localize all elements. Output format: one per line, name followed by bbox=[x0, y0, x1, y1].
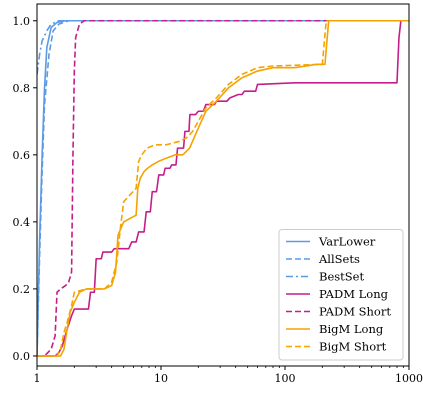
legend-label: PADM Long bbox=[319, 287, 389, 301]
legend-label: BestSet bbox=[319, 270, 364, 284]
legend-box bbox=[278, 229, 404, 361]
y-tick-label: 0.6 bbox=[13, 149, 31, 162]
y-tick-label: 0.0 bbox=[13, 350, 31, 363]
x-tick-label: 10 bbox=[154, 372, 168, 385]
legend-label: AllSets bbox=[318, 252, 360, 266]
legend-label: BigM Long bbox=[319, 322, 384, 336]
plot-frame bbox=[36, 3, 410, 367]
x-tick-label: 100 bbox=[275, 372, 296, 385]
legend-label: VarLower bbox=[318, 235, 376, 249]
y-tick-label: 0.4 bbox=[13, 216, 31, 229]
axis-ticks: 1 10 100 1000 0.0 0.2 0.4 0.6 0.8 1.0 bbox=[13, 15, 423, 385]
series-line-bigm-long bbox=[37, 19, 409, 357]
x-tick-label: 1000 bbox=[395, 372, 423, 385]
legend-label: BigM Short bbox=[319, 340, 387, 354]
y-tick-label: 0.8 bbox=[13, 82, 31, 95]
legend: VarLower AllSets BestSet PADM Long PADM Shor… bbox=[278, 229, 404, 361]
x-tick-label: 1 bbox=[34, 372, 41, 385]
y-tick-label: 0.2 bbox=[13, 283, 31, 296]
series-line-allsets bbox=[37, 19, 409, 356]
series-line-bestset bbox=[37, 19, 409, 75]
legend-label: PADM Short bbox=[319, 305, 391, 319]
series-lines bbox=[37, 19, 409, 357]
series-line-padm-long bbox=[37, 19, 409, 357]
series-line-bigm-short bbox=[37, 19, 409, 357]
series-line-padm-short bbox=[37, 19, 409, 357]
y-tick-label: 1.0 bbox=[13, 15, 31, 28]
